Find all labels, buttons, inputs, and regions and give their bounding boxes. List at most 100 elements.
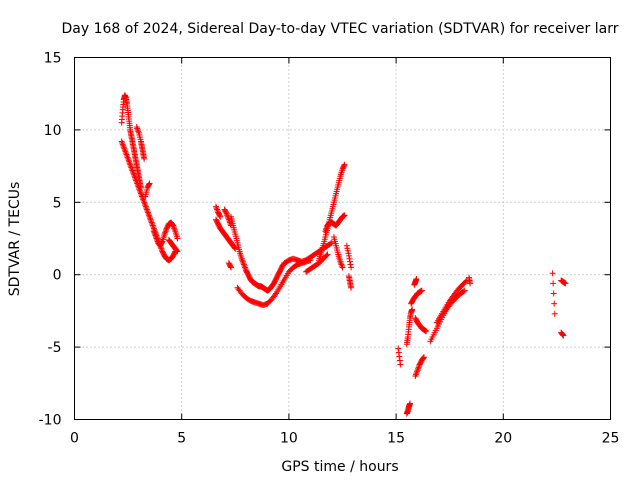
x-tick-label: 25: [602, 431, 620, 447]
data-point: [125, 157, 132, 164]
data-point: [129, 167, 136, 174]
data-point: [136, 187, 143, 194]
data-point: [460, 288, 467, 295]
data-point: [225, 215, 232, 222]
data-point: [171, 225, 178, 232]
data-point: [562, 280, 569, 287]
data-point: [162, 229, 169, 236]
grid-lines: [74, 57, 611, 420]
data-point: [150, 223, 157, 230]
data-point: [338, 263, 345, 270]
data-point: [560, 332, 567, 339]
data-point: [129, 168, 136, 175]
data-point: [231, 244, 238, 251]
data-point: [395, 345, 402, 352]
x-tick-label: 20: [494, 431, 512, 447]
data-point: [240, 261, 247, 268]
data-point: [423, 328, 430, 335]
data-point: [551, 300, 558, 307]
data-point: [324, 251, 331, 258]
data-point: [414, 368, 421, 375]
data-point: [416, 362, 423, 369]
data-point: [145, 210, 152, 217]
data-point: [134, 126, 141, 133]
x-tick-label: 15: [387, 431, 405, 447]
data-point: [339, 264, 346, 271]
data-point: [242, 265, 249, 272]
data-point: [148, 219, 155, 226]
data-point: [420, 354, 427, 361]
data-point: [121, 147, 128, 154]
data-point: [124, 152, 131, 159]
data-point: [337, 258, 344, 265]
data-point: [322, 226, 329, 233]
data-point: [171, 226, 178, 233]
data-point: [139, 194, 146, 201]
x-axis-label: GPS time / hours: [281, 459, 398, 475]
data-point: [228, 264, 235, 271]
data-point: [344, 245, 351, 252]
data-point: [143, 206, 150, 213]
data-point: [173, 247, 180, 254]
data-point: [419, 355, 426, 362]
data-point: [162, 228, 169, 235]
data-point: [123, 151, 130, 158]
y-tick-label: 0: [53, 268, 62, 284]
tick-labels: 0 5 10 15 20 25 -10 -5 0 5 10 15: [39, 51, 620, 447]
data-point: [146, 181, 153, 188]
data-point: [128, 164, 135, 171]
data-point: [420, 354, 427, 361]
data-point: [124, 154, 131, 161]
data-point: [152, 232, 159, 239]
chart-title: Day 168 of 2024, Sidereal Day-to-day VTE…: [62, 21, 619, 37]
data-point: [412, 373, 419, 380]
data-point: [174, 235, 181, 242]
data-point: [344, 247, 351, 254]
data-point: [154, 236, 161, 243]
data-point: [337, 260, 344, 267]
data-point: [158, 245, 165, 252]
data-point: [347, 258, 354, 265]
data-point: [328, 239, 335, 246]
data-point: [240, 260, 247, 267]
data-point: [140, 197, 147, 204]
data-point: [550, 290, 557, 297]
data-point: [121, 145, 128, 152]
data-point: [149, 221, 156, 228]
data-point: [126, 158, 133, 165]
data-point: [415, 365, 422, 372]
data-point: [223, 210, 230, 217]
axis-ticks: [74, 57, 611, 420]
data-point: [135, 128, 142, 135]
data-point: [134, 125, 141, 132]
data-point: [151, 229, 158, 236]
data-point: [120, 142, 127, 149]
data-point: [119, 139, 126, 146]
y-tick-label: 15: [44, 51, 62, 67]
data-point: [239, 258, 246, 265]
data-point: [158, 239, 165, 246]
data-point: [217, 213, 224, 220]
data-point: [141, 200, 148, 207]
data-point: [119, 141, 126, 148]
data-point: [144, 207, 151, 214]
data-point: [396, 353, 403, 360]
data-point: [341, 162, 348, 169]
x-tick-label: 0: [70, 431, 79, 447]
data-point: [227, 263, 234, 270]
data-point: [142, 202, 149, 209]
data-point: [348, 264, 355, 271]
data-point: [170, 223, 177, 230]
data-point: [418, 287, 425, 294]
data-point: [161, 231, 168, 238]
data-point: [138, 192, 145, 199]
data-point: [143, 205, 150, 212]
data-point: [152, 234, 159, 241]
data-point: [241, 263, 248, 270]
data-point: [133, 124, 140, 131]
data-point: [413, 370, 420, 377]
x-tick-label: 10: [280, 431, 298, 447]
y-tick-label: 10: [44, 123, 62, 139]
data-point: [122, 150, 129, 157]
data-point: [343, 242, 350, 249]
